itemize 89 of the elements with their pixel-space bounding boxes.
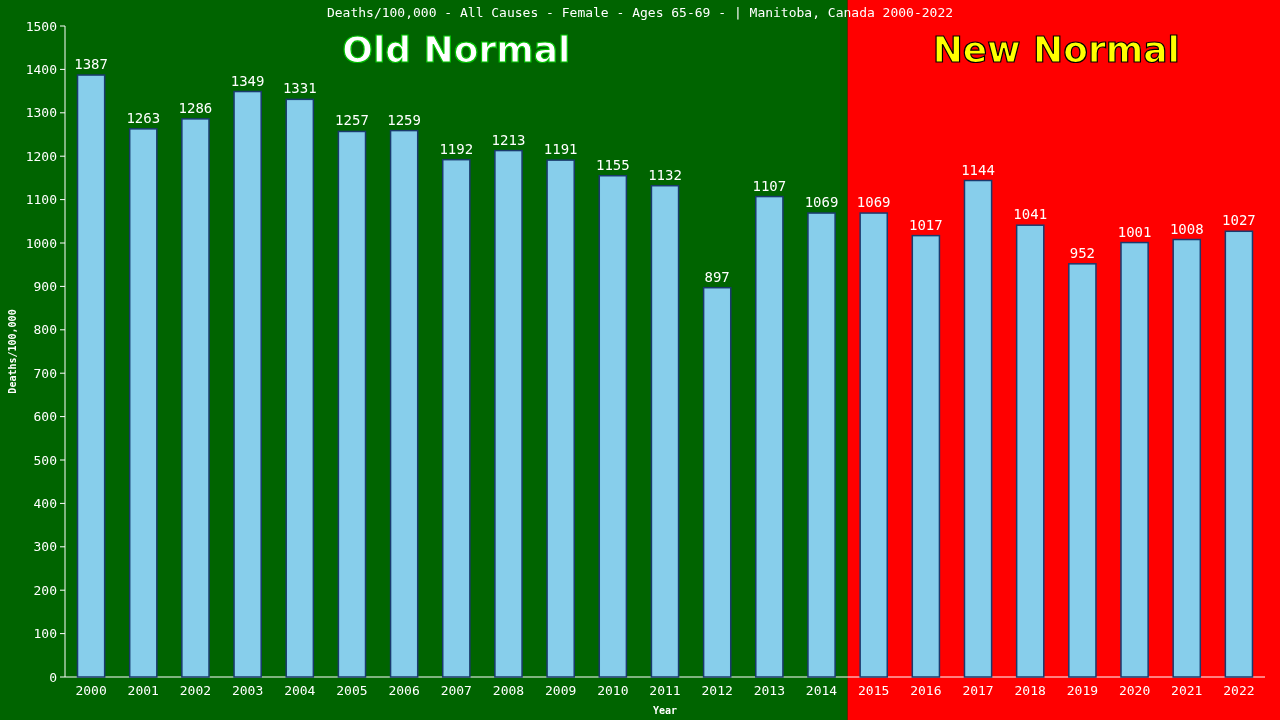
y-tick-label: 300 xyxy=(33,539,57,555)
y-axis-title: Deaths/100,000 xyxy=(7,309,18,394)
data-label: 1041 xyxy=(1013,206,1048,223)
y-tick-label: 600 xyxy=(33,409,57,425)
x-tick-label: 2015 xyxy=(858,683,890,698)
bar xyxy=(859,212,889,678)
x-tick-label: 2012 xyxy=(701,683,733,698)
y-tick-label: 500 xyxy=(33,452,57,468)
data-label: 1263 xyxy=(126,109,161,126)
data-label: 1008 xyxy=(1169,220,1204,237)
x-tick-label: 2003 xyxy=(231,683,264,698)
bar xyxy=(650,184,680,678)
bar xyxy=(76,74,106,678)
x-tick-label: 2019 xyxy=(1066,683,1099,698)
bar xyxy=(128,128,158,678)
y-tick-label: 100 xyxy=(33,626,57,642)
data-label: 952 xyxy=(1069,244,1096,261)
y-tick-label: 1100 xyxy=(25,192,57,208)
x-tick-label: 2001 xyxy=(127,683,159,698)
data-label: 1387 xyxy=(74,56,108,73)
x-tick-label: 2000 xyxy=(75,683,107,698)
x-tick-label: 2004 xyxy=(284,683,316,698)
data-label: 1069 xyxy=(856,194,891,211)
bar xyxy=(963,179,993,678)
x-tick-label: 2006 xyxy=(388,683,420,698)
data-label: 1213 xyxy=(491,131,526,148)
bar xyxy=(1172,238,1202,678)
x-tick-label: 2011 xyxy=(649,683,681,698)
data-label: 1132 xyxy=(648,166,682,183)
data-label: 1349 xyxy=(230,72,265,89)
data-label: 1017 xyxy=(909,216,943,233)
x-tick-label: 2014 xyxy=(805,683,838,698)
y-tick-label: 400 xyxy=(33,495,57,511)
bar xyxy=(441,158,471,678)
y-tick-label: 900 xyxy=(33,278,57,294)
data-label: 1027 xyxy=(1222,212,1256,229)
x-tick-label: 2007 xyxy=(440,683,472,698)
x-tick-label: 2010 xyxy=(597,683,629,698)
bar xyxy=(911,234,941,678)
bar xyxy=(181,118,210,678)
y-tick-label: 1300 xyxy=(25,105,57,121)
x-tick-label: 2020 xyxy=(1118,683,1151,698)
data-label: 897 xyxy=(704,268,730,285)
band-label: Old Normal xyxy=(342,29,571,70)
bar xyxy=(755,195,784,678)
y-tick-label: 1200 xyxy=(25,148,57,164)
y-tick-label: 700 xyxy=(33,365,57,381)
data-label: 1001 xyxy=(1117,223,1152,240)
bar xyxy=(285,98,315,678)
y-tick-label: 0 xyxy=(49,669,57,685)
bar xyxy=(807,212,836,678)
y-tick-label: 200 xyxy=(33,582,57,598)
data-label: 1069 xyxy=(804,194,839,211)
x-tick-label: 2018 xyxy=(1014,683,1046,698)
y-tick-label: 1500 xyxy=(25,18,57,34)
bar xyxy=(1068,263,1097,678)
data-label: 1107 xyxy=(752,177,787,194)
band-label: New Normal xyxy=(932,29,1180,70)
bar xyxy=(233,90,262,678)
bar xyxy=(598,174,628,678)
x-tick-label: 2005 xyxy=(336,683,368,698)
bar xyxy=(546,159,575,678)
data-label: 1192 xyxy=(439,140,474,157)
bar xyxy=(702,286,732,678)
data-label: 1144 xyxy=(961,161,995,178)
x-tick-label: 2008 xyxy=(492,683,525,698)
data-label: 1257 xyxy=(335,112,369,129)
x-tick-label: 2022 xyxy=(1223,683,1255,698)
y-tick-label: 1000 xyxy=(25,235,57,251)
data-label: 1155 xyxy=(595,156,630,173)
x-tick-label: 2009 xyxy=(545,683,577,698)
bar xyxy=(337,130,367,678)
x-tick-label: 2016 xyxy=(910,683,942,698)
y-tick-label: 800 xyxy=(33,322,57,338)
bar xyxy=(1120,241,1149,678)
data-label: 1331 xyxy=(282,80,317,97)
x-tick-label: 2021 xyxy=(1171,683,1203,698)
bar xyxy=(494,149,523,678)
y-tick-label: 1400 xyxy=(25,61,57,77)
x-tick-label: 2002 xyxy=(179,683,212,698)
x-axis-title: Year xyxy=(652,705,678,716)
bar xyxy=(1015,224,1045,678)
data-label: 1286 xyxy=(178,99,213,116)
x-tick-label: 2013 xyxy=(753,683,785,698)
x-tick-label: 2017 xyxy=(962,683,994,698)
data-label: 1191 xyxy=(543,141,578,158)
bar xyxy=(389,129,419,678)
data-label: 1259 xyxy=(387,111,421,128)
bar xyxy=(1224,230,1254,678)
